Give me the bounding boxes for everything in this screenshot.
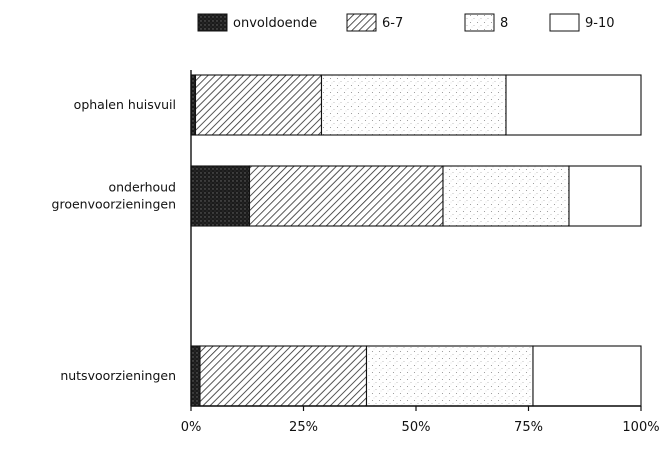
category-labels: ophalen huisvuil onderhoud groenvoorzienin… xyxy=(52,97,176,383)
bar-segment-2-3 xyxy=(532,345,642,407)
bar-segment-2-2 xyxy=(365,345,534,407)
bar-segment-1-3 xyxy=(568,165,642,227)
bar-segment-0-1 xyxy=(194,74,323,136)
category-label-1-1: groenvoorzieningen xyxy=(52,197,176,212)
legend: onvoldoende 6-7 8 9-10 xyxy=(197,13,615,32)
bar-segment-2-1 xyxy=(199,345,368,407)
category-label-1-0: onderhoud xyxy=(108,180,176,195)
legend-swatch-3 xyxy=(549,13,580,32)
bar-segment-2-0 xyxy=(190,345,201,407)
x-tick-label-0: 0% xyxy=(181,420,202,435)
legend-label-2: 8 xyxy=(500,16,508,31)
legend-label-1: 6-7 xyxy=(382,16,403,31)
x-tick-label-4: 100% xyxy=(622,420,659,435)
x-tick-label-3: 75% xyxy=(514,420,543,435)
legend-swatch-1 xyxy=(346,13,377,32)
bar-segment-1-0 xyxy=(190,165,251,227)
legend-swatch-0 xyxy=(197,13,228,32)
bar-segment-0-3 xyxy=(505,74,642,136)
category-label-2-0: nutsvoorzieningen xyxy=(60,368,176,383)
x-tick-label-2: 50% xyxy=(402,420,431,435)
x-tick-label-1: 25% xyxy=(289,420,318,435)
legend-label-0: onvoldoende xyxy=(233,16,317,31)
bar-segment-1-1 xyxy=(248,165,444,227)
legend-swatch-2 xyxy=(464,13,495,32)
bar-segment-1-2 xyxy=(442,165,570,227)
x-axis: 0% 25% 50% 75% 100% xyxy=(181,70,660,435)
legend-label-3: 9-10 xyxy=(585,16,615,31)
bar-segment-0-2 xyxy=(320,74,507,136)
bars xyxy=(190,74,642,407)
category-label-0-0: ophalen huisvuil xyxy=(74,97,176,112)
